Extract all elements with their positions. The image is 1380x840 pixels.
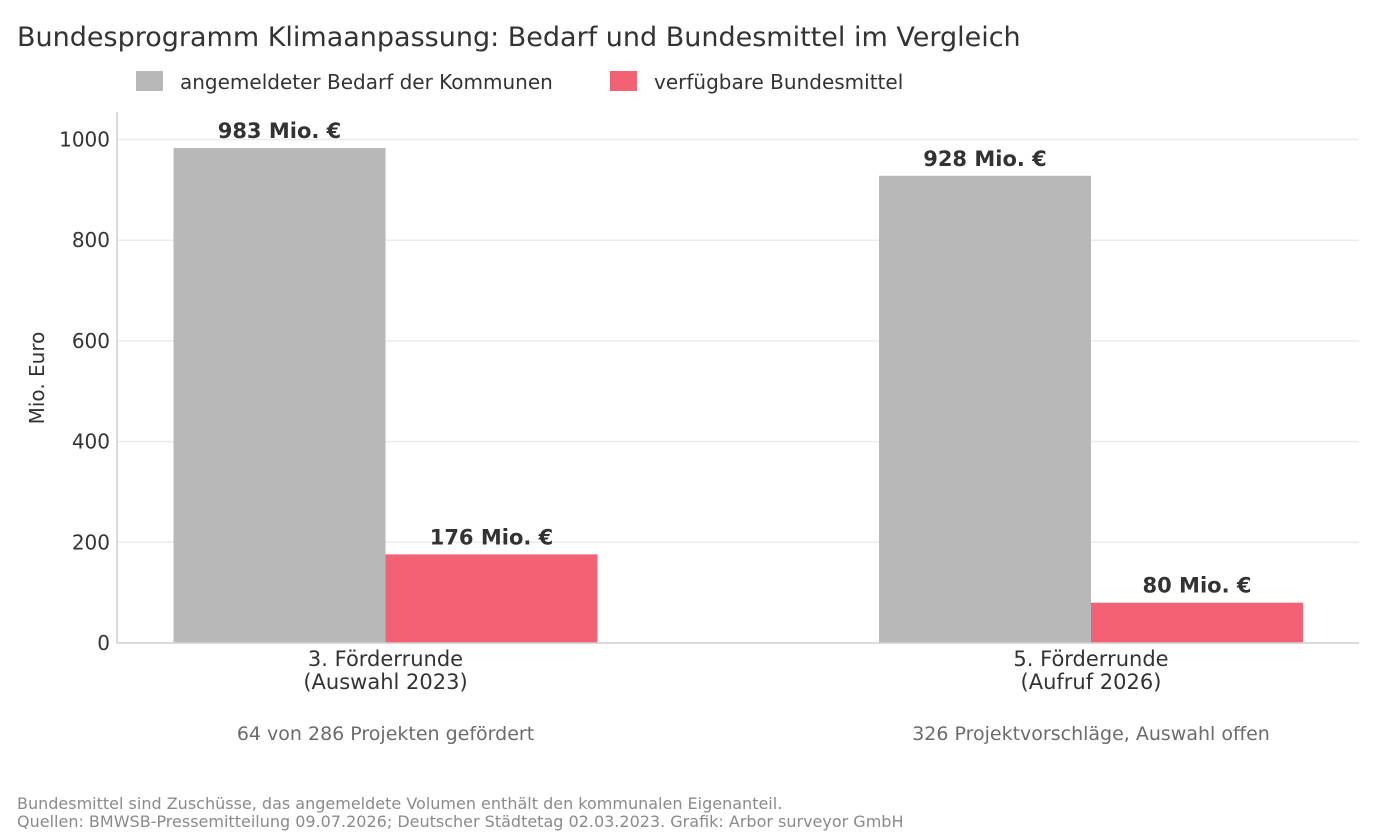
bar-funds-2: [1091, 602, 1303, 643]
category-labels: 3. Förderrunde (Auswahl 2023) 64 von 286…: [237, 647, 1270, 745]
legend-label-funds: verfügbare Bundesmittel: [654, 70, 903, 94]
legend: angemeldeter Bedarf der Kommunen verfügb…: [136, 70, 903, 94]
bar-demand-2: [879, 175, 1091, 643]
bars: [173, 148, 1303, 643]
category-note-1: 64 von 286 Projekten gefördert: [237, 723, 534, 745]
y-axis-label: Mio. Euro: [25, 332, 49, 425]
category-label-2-line1: 5. Förderrunde: [1013, 647, 1168, 671]
value-label-demand-1: 983 Mio. €: [218, 119, 342, 143]
bar-demand-1: [173, 148, 386, 643]
value-label-funds-2: 80 Mio. €: [1143, 574, 1252, 598]
category-label-1-line1: 3. Förderrunde: [308, 647, 463, 671]
legend-label-demand: angemeldeter Bedarf der Kommunen: [180, 70, 553, 94]
value-labels: 983 Mio. € 928 Mio. € 176 Mio. € 80 Mio. €: [218, 119, 1252, 598]
legend-swatch-demand: [136, 71, 163, 91]
footer: Bundesmittel sind Zuschüsse, das angemel…: [17, 794, 903, 831]
y-tick-label-0: 0: [97, 631, 110, 655]
value-label-funds-1: 176 Mio. €: [430, 525, 554, 549]
y-tick-label-400: 400: [72, 430, 110, 454]
category-label-1-line2: (Auswahl 2023): [303, 670, 467, 694]
legend-swatch-funds: [610, 71, 637, 91]
footer-sources: Quellen: BMWSB-Pressemitteilung 09.07.20…: [17, 812, 903, 831]
footer-note: Bundesmittel sind Zuschüsse, das angemel…: [17, 794, 782, 813]
y-tick-label-200: 200: [72, 530, 110, 554]
category-label-2-line2: (Aufruf 2026): [1021, 670, 1162, 694]
value-label-demand-2: 928 Mio. €: [923, 147, 1047, 171]
y-tick-label-800: 800: [72, 228, 110, 252]
category-note-2: 326 Projektvorschläge, Auswahl offen: [912, 723, 1270, 745]
chart-title: Bundesprogramm Klimaanpassung: Bedarf un…: [17, 22, 1021, 53]
y-tick-label-1000: 1000: [59, 128, 110, 152]
y-tick-labels: 0 200 400 600 800 1000: [59, 128, 110, 656]
y-tick-label-600: 600: [72, 329, 110, 353]
bar-funds-1: [385, 554, 598, 643]
